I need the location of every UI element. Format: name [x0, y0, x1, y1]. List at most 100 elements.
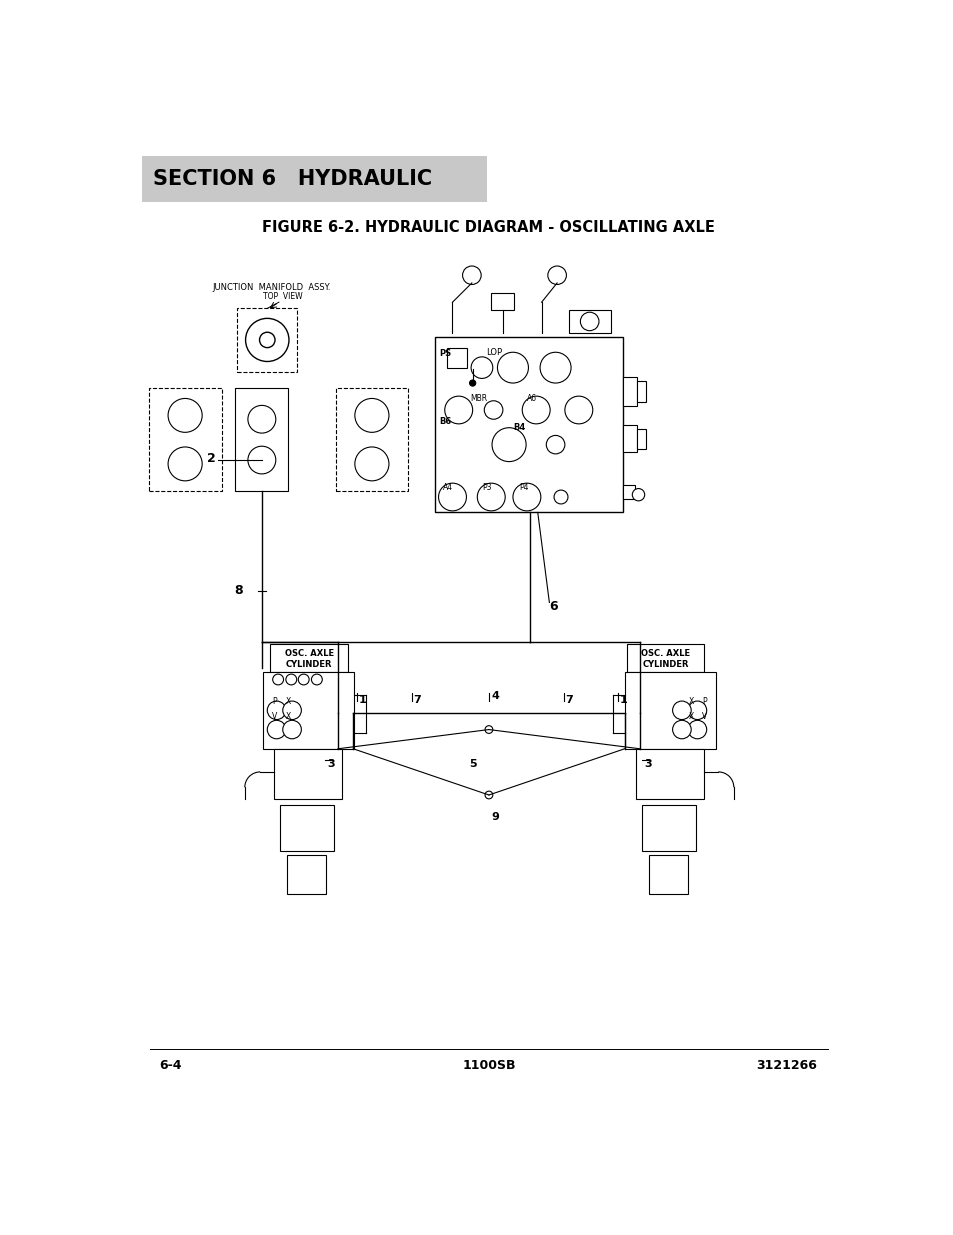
Text: LOP: LOP [485, 348, 501, 357]
Bar [335, 389, 407, 490]
Circle shape [554, 490, 567, 504]
Text: X: X [688, 697, 694, 705]
Bar [649, 855, 687, 894]
Text: X: X [286, 697, 291, 705]
Circle shape [286, 674, 296, 685]
Circle shape [492, 427, 525, 462]
Text: V: V [272, 711, 277, 721]
Text: 1: 1 [358, 694, 366, 704]
Circle shape [267, 701, 286, 720]
Circle shape [355, 399, 389, 432]
Text: A4: A4 [443, 483, 453, 492]
Text: 1100SB: 1100SB [461, 1060, 516, 1072]
Circle shape [259, 332, 274, 347]
Text: P: P [701, 697, 706, 705]
Circle shape [168, 399, 202, 432]
Circle shape [513, 483, 540, 511]
Circle shape [282, 701, 301, 720]
Bar [435, 337, 622, 513]
Text: SECTION 6   HYDRAULIC: SECTION 6 HYDRAULIC [153, 169, 432, 189]
Bar [636, 748, 703, 799]
Circle shape [672, 720, 691, 739]
Text: 7: 7 [565, 694, 573, 704]
Circle shape [438, 483, 466, 511]
Text: MBR: MBR [470, 394, 487, 403]
Circle shape [539, 352, 571, 383]
Text: 4: 4 [491, 692, 498, 701]
Bar [626, 645, 703, 672]
Bar [637, 430, 645, 448]
Bar [287, 855, 326, 894]
Text: 8: 8 [233, 584, 242, 598]
Circle shape [469, 380, 476, 387]
Circle shape [462, 266, 480, 284]
Circle shape [355, 447, 389, 480]
Circle shape [672, 701, 691, 720]
Text: 6: 6 [549, 600, 558, 613]
Bar [624, 672, 716, 748]
Text: A6: A6 [526, 394, 537, 403]
Circle shape [687, 720, 706, 739]
Bar [622, 377, 637, 406]
Text: 7: 7 [414, 694, 421, 704]
Bar [279, 805, 334, 851]
Text: V: V [701, 711, 706, 721]
Bar [149, 389, 221, 490]
Circle shape [476, 483, 505, 511]
Circle shape [311, 674, 322, 685]
Text: P4: P4 [518, 483, 528, 492]
Text: PS: PS [439, 350, 451, 358]
Text: TOP  VIEW: TOP VIEW [263, 291, 302, 300]
Text: FIGURE 6-2. HYDRAULIC DIAGRAM - OSCILLATING AXLE: FIGURE 6-2. HYDRAULIC DIAGRAM - OSCILLAT… [262, 220, 715, 235]
Bar [622, 425, 637, 452]
Text: X: X [286, 711, 291, 721]
Text: P: P [272, 697, 276, 705]
Text: CYLINDER: CYLINDER [641, 659, 688, 668]
Bar [262, 672, 354, 748]
Circle shape [298, 674, 309, 685]
Text: 3121266: 3121266 [755, 1060, 816, 1072]
Bar [142, 156, 487, 203]
Text: B6: B6 [439, 417, 451, 426]
Text: 1: 1 [619, 694, 627, 704]
Bar [270, 645, 348, 672]
Circle shape [471, 357, 493, 378]
Bar [236, 309, 297, 372]
Circle shape [273, 674, 283, 685]
Bar [637, 380, 645, 403]
Circle shape [484, 726, 493, 734]
Text: 3: 3 [644, 760, 652, 769]
Circle shape [579, 312, 598, 331]
Bar [447, 347, 467, 368]
Text: OSC. AXLE: OSC. AXLE [284, 648, 334, 658]
Text: CYLINDER: CYLINDER [286, 659, 332, 668]
Circle shape [282, 720, 301, 739]
Circle shape [168, 447, 202, 480]
Text: B4: B4 [513, 424, 525, 432]
Text: 3: 3 [327, 760, 335, 769]
Text: JUNCTION  MANIFOLD  ASSY.: JUNCTION MANIFOLD ASSY. [212, 283, 330, 293]
Text: P3: P3 [481, 483, 491, 492]
Circle shape [546, 436, 564, 454]
Circle shape [497, 352, 528, 383]
Text: X: X [688, 711, 694, 721]
Bar [491, 293, 514, 310]
Circle shape [547, 266, 566, 284]
Bar [235, 389, 288, 490]
Circle shape [564, 396, 592, 424]
Bar [641, 805, 695, 851]
Text: 6-4: 6-4 [159, 1060, 182, 1072]
Circle shape [484, 792, 493, 799]
Text: 5: 5 [469, 760, 476, 769]
Bar [622, 484, 634, 499]
Circle shape [267, 720, 286, 739]
Bar [274, 748, 342, 799]
Circle shape [248, 405, 275, 433]
Text: OSC. AXLE: OSC. AXLE [640, 648, 689, 658]
Circle shape [632, 489, 644, 501]
Circle shape [484, 401, 502, 419]
Circle shape [245, 319, 289, 362]
Text: 2: 2 [207, 452, 216, 466]
Circle shape [444, 396, 472, 424]
Circle shape [521, 396, 550, 424]
